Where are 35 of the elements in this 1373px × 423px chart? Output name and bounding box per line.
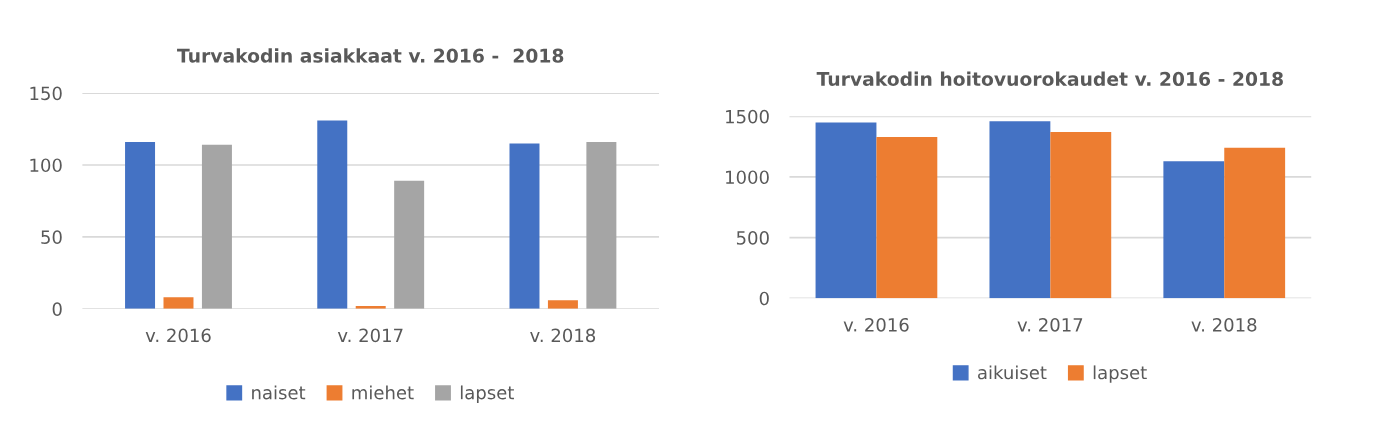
chart-title: Turvakodin asiakkaat v. 2016 - 2018 — [177, 48, 564, 63]
bar — [509, 143, 540, 309]
bar — [1224, 147, 1286, 299]
bar — [989, 121, 1051, 299]
x-tick-label: v. 2017 — [1017, 317, 1083, 332]
y-tick-label: 100 — [30, 158, 62, 173]
legend-label: lapset — [1093, 365, 1147, 383]
bar — [876, 136, 938, 299]
y-tick-label: 150 — [30, 86, 62, 101]
bar — [125, 141, 156, 309]
bar — [815, 122, 877, 299]
bar — [1163, 161, 1225, 299]
y-tick-label: 1500 — [726, 109, 769, 124]
bar — [1050, 132, 1112, 299]
y-tick-label: 1000 — [726, 170, 769, 185]
bar — [586, 141, 617, 309]
x-tick-label: v. 2016 — [145, 328, 211, 343]
legend-label: lapset — [460, 385, 514, 403]
x-tick-label: v. 2017 — [337, 328, 403, 343]
y-tick-label: 50 — [41, 230, 62, 244]
legend-label: miehet — [352, 385, 414, 400]
bar — [201, 144, 232, 309]
x-tick-label: v. 2018 — [1191, 317, 1257, 332]
legend-label: aikuiset — [978, 365, 1047, 380]
chart-title: Turvakodin hoitovuorokaudet v. 2016 - 2018 — [816, 71, 1283, 87]
bar — [547, 300, 578, 309]
bar — [163, 297, 194, 309]
y-tick-label: 500 — [736, 231, 769, 245]
bar — [317, 120, 348, 309]
legend-label: naiset — [252, 385, 306, 400]
bar — [394, 180, 425, 309]
y-tick-label: 0 — [759, 291, 769, 306]
x-tick-label: v. 2016 — [843, 317, 909, 332]
x-tick-label: v. 2018 — [530, 328, 596, 343]
y-tick-label: 0 — [52, 302, 62, 316]
